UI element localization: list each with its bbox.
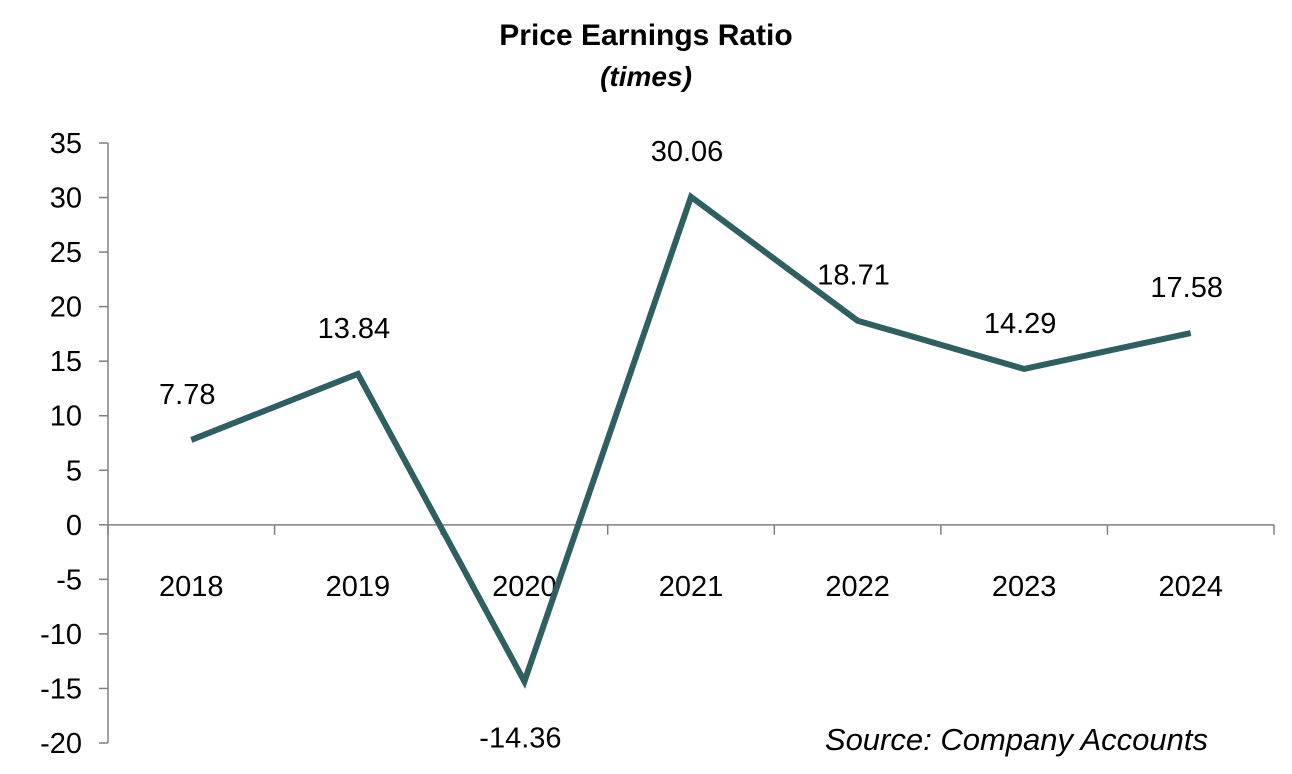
y-tick-label: 30 bbox=[50, 183, 82, 215]
data-labels: 7.78 13.84 -14.36 30.06 18.71 14.29 17.58 bbox=[159, 136, 1223, 755]
y-tick-label: 25 bbox=[50, 237, 82, 269]
y-tick-label: 0 bbox=[66, 510, 82, 542]
x-tick-label: 2023 bbox=[992, 571, 1057, 603]
y-tick-label: -10 bbox=[40, 619, 82, 651]
y-tick-label: -5 bbox=[56, 564, 82, 596]
y-tick-label: -15 bbox=[40, 673, 82, 705]
data-label: 14.29 bbox=[984, 308, 1057, 340]
y-tick-label: 15 bbox=[50, 346, 82, 378]
y-axis: 35 30 25 20 15 10 5 0 -5 -10 -15 -20 bbox=[40, 128, 109, 760]
y-tick-label: 20 bbox=[50, 292, 82, 324]
x-tick-label: 2021 bbox=[659, 571, 724, 603]
x-tick-label: 2020 bbox=[492, 571, 557, 603]
data-label: 7.78 bbox=[159, 379, 215, 411]
data-label: 13.84 bbox=[318, 313, 391, 345]
chart-subtitle: (times) bbox=[600, 61, 692, 92]
x-tick-label: 2022 bbox=[825, 571, 890, 603]
y-tick-label: 35 bbox=[50, 128, 82, 160]
y-tick-label: 5 bbox=[66, 455, 82, 487]
source-note: Source: Company Accounts bbox=[825, 722, 1208, 757]
y-tick-label: -20 bbox=[40, 728, 82, 760]
x-tick-label: 2018 bbox=[159, 571, 224, 603]
chart-title: Price Earnings Ratio bbox=[499, 19, 792, 52]
data-label: -14.36 bbox=[479, 722, 561, 754]
data-label: 30.06 bbox=[651, 136, 724, 168]
x-tick-label: 2024 bbox=[1158, 571, 1223, 603]
series-line bbox=[190, 192, 1192, 689]
y-tick-label: 10 bbox=[50, 401, 82, 433]
x-axis: 2018 2019 2020 2021 2022 2023 2024 bbox=[107, 524, 1275, 603]
data-label: 18.71 bbox=[817, 260, 890, 292]
x-tick-label: 2019 bbox=[326, 571, 391, 603]
data-label: 17.58 bbox=[1150, 272, 1223, 304]
